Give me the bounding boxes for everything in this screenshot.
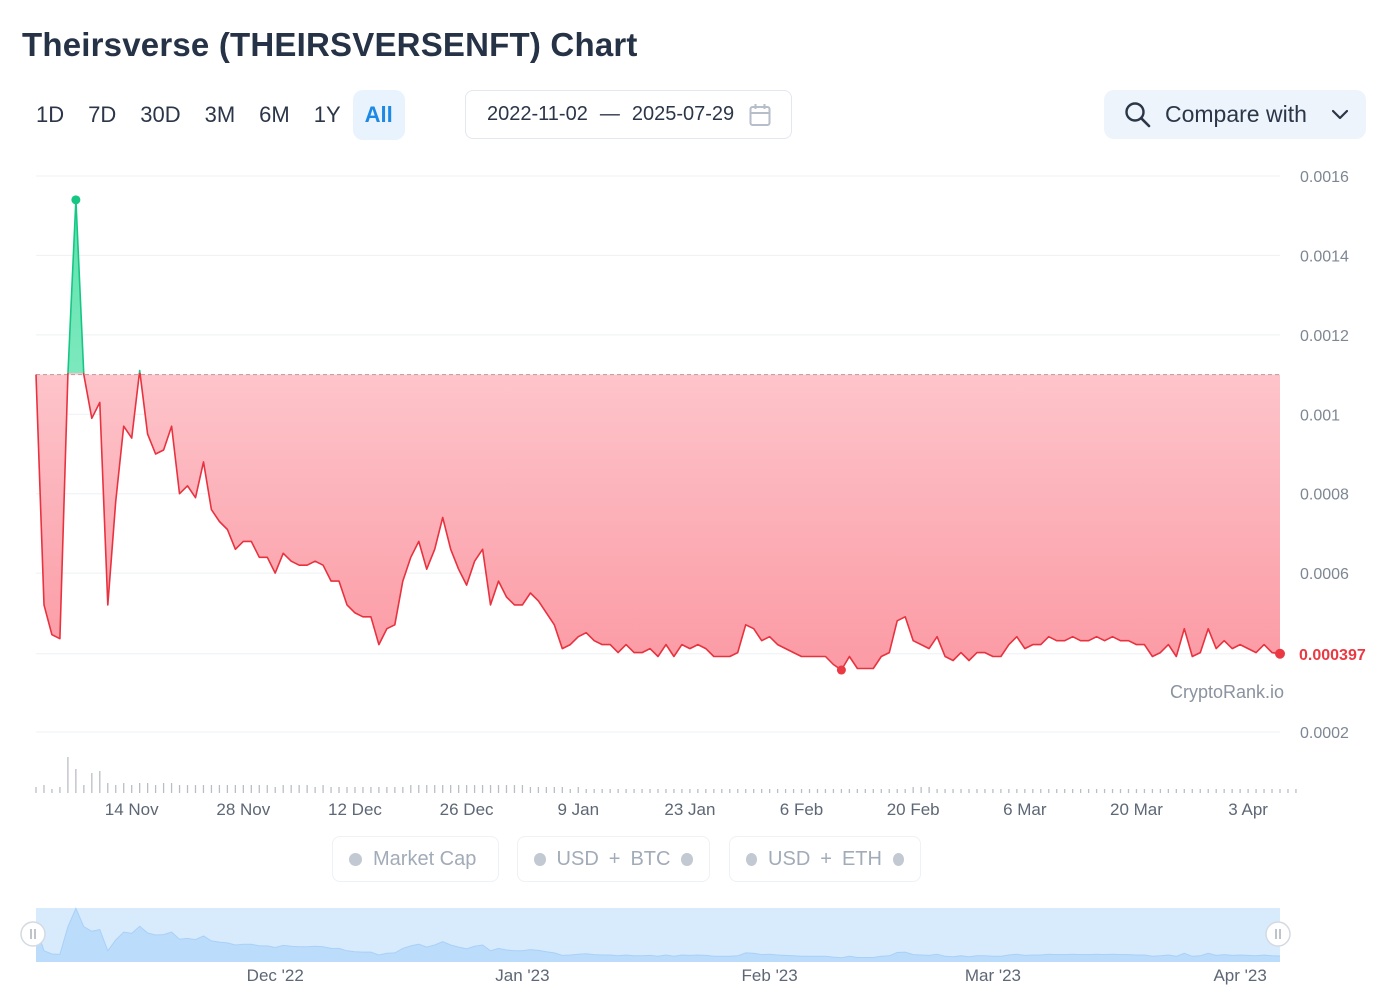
legend-usd-eth[interactable]: USD + ETH	[729, 836, 921, 882]
y-tick-label: 0.0012	[1300, 328, 1349, 345]
last-price-marker	[1275, 648, 1285, 659]
navigator[interactable]	[20, 907, 1291, 962]
y-tick-label: 0.0008	[1300, 487, 1349, 504]
page-title: Theirsverse (THEIRSVERSENFT) Chart	[22, 26, 638, 63]
navigator-left-handle[interactable]	[20, 921, 46, 947]
navigator-series	[35, 907, 1281, 962]
markers	[71, 195, 1285, 675]
eth-dot-icon	[892, 852, 904, 866]
date-to[interactable]: 2025-07-29	[631, 103, 735, 125]
watermark: CryptoRank.io	[1170, 682, 1284, 702]
area-below-reference	[36, 373, 1280, 670]
navigator-right-handle[interactable]	[1265, 921, 1291, 947]
calendar-icon[interactable]	[749, 103, 771, 133]
range-3m-button[interactable]: 3M	[204, 102, 236, 127]
x-tick-label: 3 Apr	[1228, 800, 1268, 819]
navigator-tick-label: Dec '22	[247, 966, 304, 985]
x-tick-label: 23 Jan	[664, 800, 715, 819]
date-separator: —	[599, 103, 620, 125]
compare-with-dropdown[interactable]: Compare with	[1104, 90, 1366, 139]
y-tick-label: 0.0014	[1300, 248, 1349, 265]
x-tick-label: 28 Nov	[216, 800, 270, 819]
price-area	[36, 199, 1280, 670]
x-tick-label: 6 Feb	[780, 800, 823, 819]
current-price-value: 0.000397	[1299, 647, 1366, 664]
x-tick-label: 14 Nov	[105, 800, 159, 819]
usd-label: USD	[768, 847, 811, 870]
usd-dot-icon	[534, 852, 546, 866]
btc-label: BTC	[630, 847, 671, 870]
x-tick-label: 20 Mar	[1110, 800, 1163, 819]
range-7d-button[interactable]: 7D	[88, 102, 117, 127]
range-30d-button[interactable]: 30D	[140, 102, 181, 127]
volume-bars	[35, 757, 1297, 793]
y-tick-label: 0.0006	[1300, 566, 1349, 583]
date-from[interactable]: 2022-11-02	[487, 103, 588, 125]
time-range-selector: 1D 7D 30D 3M 6M 1Y All	[24, 90, 405, 140]
market-cap-label: Market Cap	[373, 847, 477, 870]
date-range-picker[interactable]: 2022-11-02 — 2025-07-29	[465, 90, 792, 139]
plus-sign: +	[820, 847, 832, 870]
x-tick-label: 20 Feb	[887, 800, 940, 819]
x-tick-label: 6 Mar	[1003, 800, 1047, 819]
x-tick-label: 9 Jan	[557, 800, 599, 819]
navigator-tick-label: Feb '23	[742, 966, 798, 985]
y-tick-label: 0.001	[1300, 407, 1340, 424]
x-tick-label: 12 Dec	[328, 800, 382, 819]
min-price-marker	[836, 665, 846, 675]
navigator-axis: Dec '22 Jan '23 Feb '23 Mar '23 Apr '23	[247, 966, 1267, 985]
range-1y-button[interactable]: 1Y	[313, 102, 341, 127]
btc-dot-icon	[681, 852, 693, 866]
eth-label: ETH	[841, 847, 882, 870]
x-axis: 14 Nov 28 Nov 12 Dec 26 Dec 9 Jan 23 Jan 6 Feb…	[105, 800, 1269, 819]
navigator-tick-label: Apr '23	[1213, 966, 1266, 985]
navigator-area	[36, 908, 1280, 962]
usd-dot-icon	[746, 852, 758, 866]
range-6m-button[interactable]: 6M	[259, 102, 290, 127]
range-all-button[interactable]: All	[352, 90, 405, 140]
y-tick-label: 0.0002	[1300, 725, 1349, 742]
compare-with-label: Compare with	[1165, 101, 1307, 127]
search-icon	[1124, 101, 1151, 128]
price-line	[35, 199, 1281, 671]
legend-market-cap[interactable]: Market Cap	[332, 836, 499, 882]
current-price-label: 0.000397	[1292, 640, 1372, 667]
max-price-marker	[71, 195, 81, 205]
navigator-tick-label: Jan '23	[495, 966, 549, 985]
usd-label: USD	[556, 847, 599, 870]
legend-usd-btc[interactable]: USD + BTC	[517, 836, 710, 882]
range-1d-button[interactable]: 1D	[36, 102, 65, 127]
y-axis: 0.0002 0.0006 0.0008 0.001 0.0012 0.0014 0.001…	[1300, 169, 1349, 742]
market-cap-dot-icon	[349, 852, 362, 866]
navigator-line	[35, 907, 1281, 959]
plus-sign: +	[608, 847, 621, 870]
chevron-down-icon	[1330, 104, 1350, 124]
price-line-down	[35, 373, 1281, 671]
x-tick-label: 26 Dec	[440, 800, 494, 819]
y-tick-label: 0.0016	[1300, 169, 1349, 186]
navigator-tick-label: Mar '23	[965, 966, 1021, 985]
